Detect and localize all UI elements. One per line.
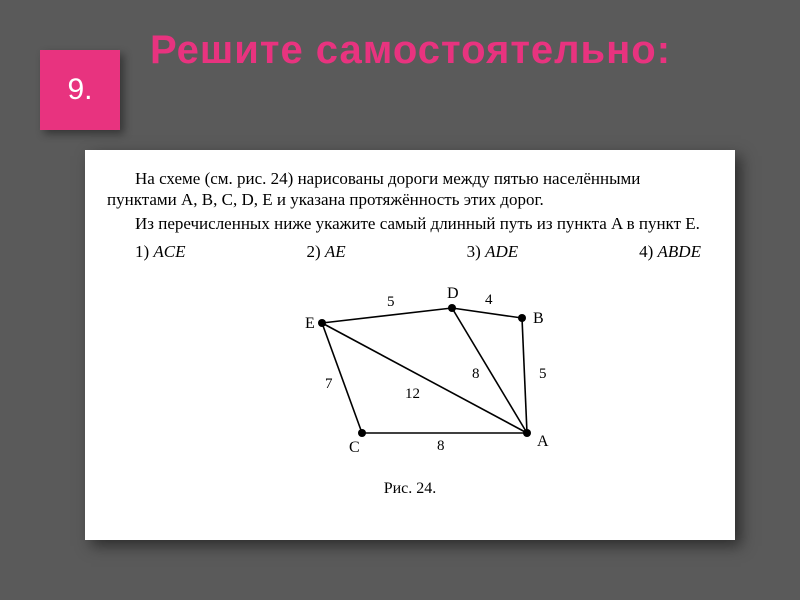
option-3-val: ADE — [485, 242, 518, 261]
node-label-A: A — [537, 433, 549, 450]
node-E — [318, 319, 326, 327]
node-label-E: E — [305, 315, 315, 332]
node-D — [448, 304, 456, 312]
edge-A-E — [322, 323, 527, 433]
edge-weight-A-D: 8 — [472, 366, 480, 382]
problem-text-2: Из перечисленных ниже укажите самый длин… — [107, 213, 713, 234]
problem-number: 9. — [67, 73, 92, 107]
problem-card: На схеме (см. рис. 24) нарисованы дороги… — [85, 150, 735, 540]
edge-weight-A-C: 8 — [437, 438, 445, 454]
option-1-num: 1) — [135, 242, 149, 261]
edge-A-D — [452, 308, 527, 433]
option-4: 4) ABDE — [639, 242, 701, 262]
edge-weight-E-D: 5 — [387, 294, 395, 310]
edge-weight-D-B: 4 — [485, 292, 493, 308]
edge-E-D — [322, 308, 452, 323]
problem-number-badge: 9. — [40, 50, 120, 130]
node-A — [523, 429, 531, 437]
option-2-num: 2) — [307, 242, 321, 261]
node-B — [518, 314, 526, 322]
edge-D-B — [452, 308, 522, 318]
slide-title: Решите самостоятельно: — [150, 28, 671, 73]
option-3: 3) ADE — [467, 242, 518, 262]
answer-options: 1) ACE 2) AE 3) ADE 4) ABDE — [107, 242, 713, 262]
edge-B-A — [522, 318, 527, 433]
option-1-val: ACE — [153, 242, 185, 261]
edge-weight-B-A: 5 — [539, 366, 547, 382]
problem-text-1: На схеме (см. рис. 24) нарисованы дороги… — [107, 168, 713, 211]
figure-caption: Рис. 24. — [107, 480, 713, 498]
diagram-container: 5 4 5 8 12 8 7 A B C D E — [107, 268, 713, 478]
option-1: 1) ACE — [135, 242, 186, 262]
node-C — [358, 429, 366, 437]
option-4-num: 4) — [639, 242, 653, 261]
option-2: 2) AE — [307, 242, 346, 262]
option-3-num: 3) — [467, 242, 481, 261]
node-label-C: C — [349, 439, 360, 456]
roads-diagram: 5 4 5 8 12 8 7 A B C D E — [247, 268, 607, 468]
option-2-val: AE — [325, 242, 346, 261]
edge-weight-A-E: 12 — [405, 386, 420, 402]
edge-weight-C-E: 7 — [325, 376, 333, 392]
node-label-B: B — [533, 310, 544, 327]
node-label-D: D — [447, 285, 459, 302]
option-4-val: ABDE — [658, 242, 701, 261]
